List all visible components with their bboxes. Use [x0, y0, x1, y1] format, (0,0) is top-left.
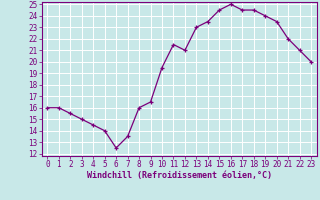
X-axis label: Windchill (Refroidissement éolien,°C): Windchill (Refroidissement éolien,°C): [87, 171, 272, 180]
